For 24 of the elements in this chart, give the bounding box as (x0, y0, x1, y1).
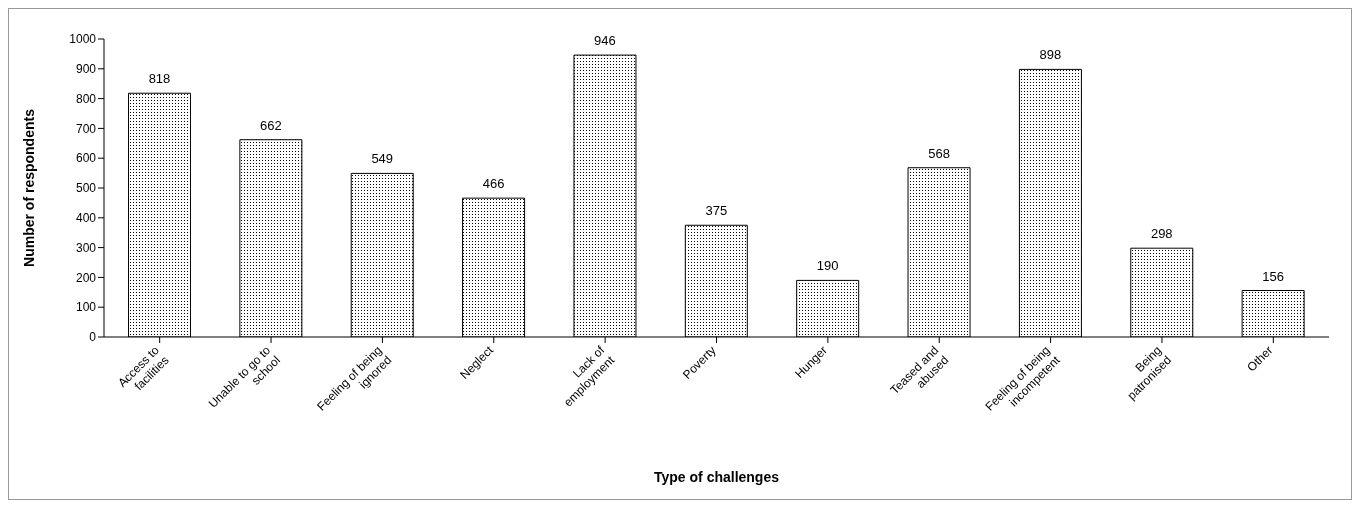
data-label: 298 (1150, 226, 1173, 242)
y-tick-label: 1000 (69, 32, 97, 47)
y-tick-label: 400 (75, 211, 97, 226)
y-tick-label: 800 (75, 91, 97, 106)
y-tick-label: 900 (75, 62, 97, 77)
y-tick-label: 100 (75, 300, 97, 315)
x-axis-title: Type of challenges (654, 469, 780, 485)
data-label: 946 (594, 33, 616, 49)
data-label: 190 (816, 258, 839, 274)
data-label: 898 (1039, 47, 1062, 63)
y-tick-label: 200 (75, 270, 97, 285)
y-tick-label: 600 (75, 151, 97, 166)
y-tick-label: 700 (75, 121, 97, 136)
data-label: 568 (928, 145, 950, 161)
y-axis-title: Number of respondents (20, 108, 37, 267)
y-tick-label: 0 (89, 330, 97, 345)
data-label: 466 (482, 176, 505, 192)
data-label: 549 (371, 151, 394, 167)
y-tick-label: 500 (75, 181, 97, 196)
y-tick-label: 300 (75, 240, 97, 255)
data-label: 662 (260, 117, 282, 133)
data-label: 156 (1262, 268, 1284, 284)
data-label: 375 (705, 203, 728, 219)
data-label: 818 (148, 71, 171, 87)
